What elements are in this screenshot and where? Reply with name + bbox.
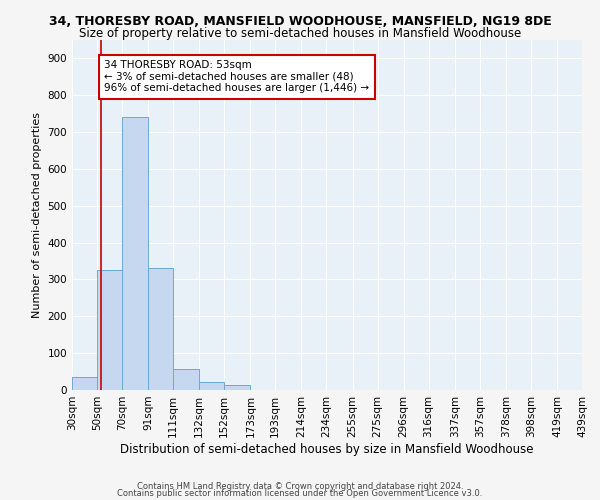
Text: 34, THORESBY ROAD, MANSFIELD WOODHOUSE, MANSFIELD, NG19 8DE: 34, THORESBY ROAD, MANSFIELD WOODHOUSE, …	[49, 15, 551, 28]
Text: Contains public sector information licensed under the Open Government Licence v3: Contains public sector information licen…	[118, 489, 482, 498]
Bar	[122, 118, 148, 390]
Bar	[199, 382, 224, 390]
Text: 34 THORESBY ROAD: 53sqm
← 3% of semi-detached houses are smaller (48)
96% of sem: 34 THORESBY ROAD: 53sqm ← 3% of semi-det…	[104, 60, 370, 94]
Bar	[72, 377, 97, 390]
Bar	[224, 385, 250, 390]
Bar	[97, 270, 122, 390]
Text: Size of property relative to semi-detached houses in Mansfield Woodhouse: Size of property relative to semi-detach…	[79, 28, 521, 40]
Bar	[148, 268, 173, 390]
Text: Contains HM Land Registry data © Crown copyright and database right 2024.: Contains HM Land Registry data © Crown c…	[137, 482, 463, 491]
Y-axis label: Number of semi-detached properties: Number of semi-detached properties	[32, 112, 42, 318]
Bar	[173, 369, 199, 390]
X-axis label: Distribution of semi-detached houses by size in Mansfield Woodhouse: Distribution of semi-detached houses by …	[120, 442, 534, 456]
